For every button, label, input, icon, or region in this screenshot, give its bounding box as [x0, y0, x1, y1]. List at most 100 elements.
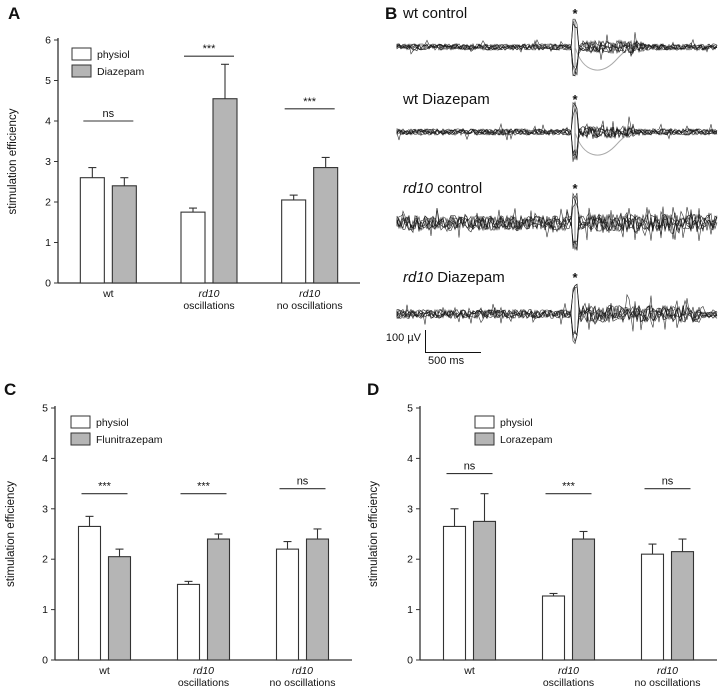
- x-tick-label: rd10: [299, 288, 320, 300]
- bar-diazepam: [111, 185, 137, 284]
- bar-physiol: [541, 595, 566, 661]
- y-tick-label: 5: [42, 403, 48, 415]
- panel-b: B wt control * wt Diazepam * rd10 control * rd…: [375, 0, 725, 378]
- y-tick-label: 4: [45, 116, 51, 128]
- bar-chart-svg: 0 1 2 3 4 5 stimulation efficiency wt rd10 oscill…: [5, 403, 352, 689]
- y-tick-label: 5: [407, 403, 413, 415]
- trace-label: rd10 control: [403, 180, 482, 197]
- trace-label: rd10 Diazepam: [403, 269, 505, 286]
- y-tick-label: 3: [42, 503, 48, 515]
- bar-physiol: [281, 199, 307, 284]
- y-tick-label: 0: [42, 655, 48, 667]
- x-tick-label: no oscillations: [277, 300, 343, 312]
- diazepam-bar-chart: 0 1 2 3 4 5 6 stimulation efficiency wt rd10 oscil…: [0, 0, 375, 383]
- significance-label: ***: [562, 481, 576, 493]
- trace-sweep: [396, 120, 718, 162]
- flunitrazepam-bar-chart: 0 1 2 3 4 5 stimulation efficiency wt rd10 oscill…: [0, 378, 363, 695]
- trace-sweep: [396, 18, 718, 54]
- legend-swatch: [70, 415, 91, 429]
- bar-flunitrazepam: [107, 556, 132, 661]
- ephys-trace-plot: wt control * wt Diazepam * rd10 control * rd10…: [375, 0, 725, 383]
- trace-sweep: [396, 283, 718, 332]
- time-scale-label: 500 ms: [428, 355, 465, 367]
- trace-sweep: [396, 107, 718, 141]
- y-tick-label: 2: [42, 554, 48, 566]
- bar-lorazepam: [571, 538, 596, 661]
- trace-sweep: [396, 38, 718, 75]
- trace-svg: wt control * wt Diazepam * rd10 control * rd10…: [396, 5, 718, 345]
- legend-swatch: [71, 47, 92, 61]
- trace-sweep: [396, 299, 718, 345]
- x-tick-label: rd10: [657, 665, 678, 677]
- legend-swatch: [474, 415, 495, 429]
- x-tick-label: rd10: [558, 665, 579, 677]
- significance-label: ***: [197, 481, 211, 493]
- y-tick-label: 0: [407, 655, 413, 667]
- voltage-scale-bar: [425, 330, 426, 352]
- x-tick-label: no oscillations: [270, 677, 336, 689]
- significance-label: ***: [303, 96, 317, 108]
- y-tick-label: 3: [45, 156, 51, 168]
- panel-d: D 0 1 2 3 4 5 stimulation efficiency wt rd10 osci…: [363, 378, 725, 695]
- y-tick-label: 3: [407, 503, 413, 515]
- y-tick-label: 6: [45, 35, 51, 47]
- legend-swatch: [474, 432, 495, 446]
- panel-a: A 0 1 2 3 4 5 6 stimulation efficiency wt rd10 osc…: [0, 0, 375, 378]
- lorazepam-bar-chart: 0 1 2 3 4 5 stimulation efficiency wt rd10 oscill…: [363, 378, 725, 695]
- x-tick-label: oscillations: [543, 677, 594, 689]
- panel-label-c: C: [4, 380, 17, 399]
- bar-physiol: [79, 177, 105, 284]
- y-tick-label: 1: [407, 604, 413, 616]
- time-scale-bar: [425, 352, 481, 353]
- x-tick-label: wt: [102, 288, 114, 300]
- trace-sweep: [396, 20, 718, 57]
- bar-physiol: [640, 553, 665, 661]
- y-tick-label: 1: [45, 237, 51, 249]
- x-tick-label: oscillations: [178, 677, 229, 689]
- y-tick-label: 4: [42, 453, 48, 465]
- trace-sweep: [396, 124, 717, 159]
- bar-physiol: [442, 525, 467, 661]
- trace-sweep: [396, 101, 718, 141]
- bar-physiol: [180, 211, 206, 284]
- trace-sweep: [396, 206, 718, 251]
- bar-diazepam: [313, 167, 339, 284]
- significance-label: ns: [297, 476, 309, 488]
- bar-lorazepam: [472, 520, 497, 661]
- trace-sweep: [396, 286, 718, 331]
- x-tick-label: rd10: [292, 665, 313, 677]
- stim-asterisk: *: [572, 181, 578, 196]
- trace-sweep: [396, 210, 718, 251]
- significance-label: ns: [103, 108, 115, 120]
- significance-label: ns: [662, 476, 674, 488]
- panel-label-d: D: [367, 380, 380, 399]
- stim-asterisk: *: [572, 6, 578, 21]
- panel-label-a: A: [8, 4, 21, 23]
- legend-swatch: [71, 64, 92, 78]
- y-tick-label: 5: [45, 75, 51, 87]
- x-tick-label: no oscillations: [635, 677, 701, 689]
- legend-label: physiol: [96, 417, 129, 429]
- y-tick-label: 2: [45, 197, 51, 209]
- significance-label: ns: [464, 461, 476, 473]
- x-tick-label: wt: [98, 665, 110, 677]
- y-axis-label: stimulation efficiency: [368, 481, 380, 587]
- y-tick-label: 1: [42, 604, 48, 616]
- y-tick-label: 2: [407, 554, 413, 566]
- bar-lorazepam: [670, 551, 695, 661]
- significance-label: ***: [203, 43, 217, 55]
- bar-physiol: [275, 548, 300, 661]
- bar-flunitrazepam: [305, 538, 330, 661]
- significance-label: ***: [98, 481, 112, 493]
- bar-physiol: [176, 583, 201, 661]
- x-tick-label: wt: [463, 665, 475, 677]
- y-axis-label: stimulation efficiency: [5, 481, 17, 587]
- legend-label: physiol: [500, 417, 533, 429]
- x-tick-label: rd10: [198, 288, 219, 300]
- trace-sweep: [396, 283, 718, 330]
- trace-label: wt control: [402, 5, 467, 22]
- bar-diazepam: [212, 98, 238, 284]
- legend-label: Diazepam: [97, 66, 145, 78]
